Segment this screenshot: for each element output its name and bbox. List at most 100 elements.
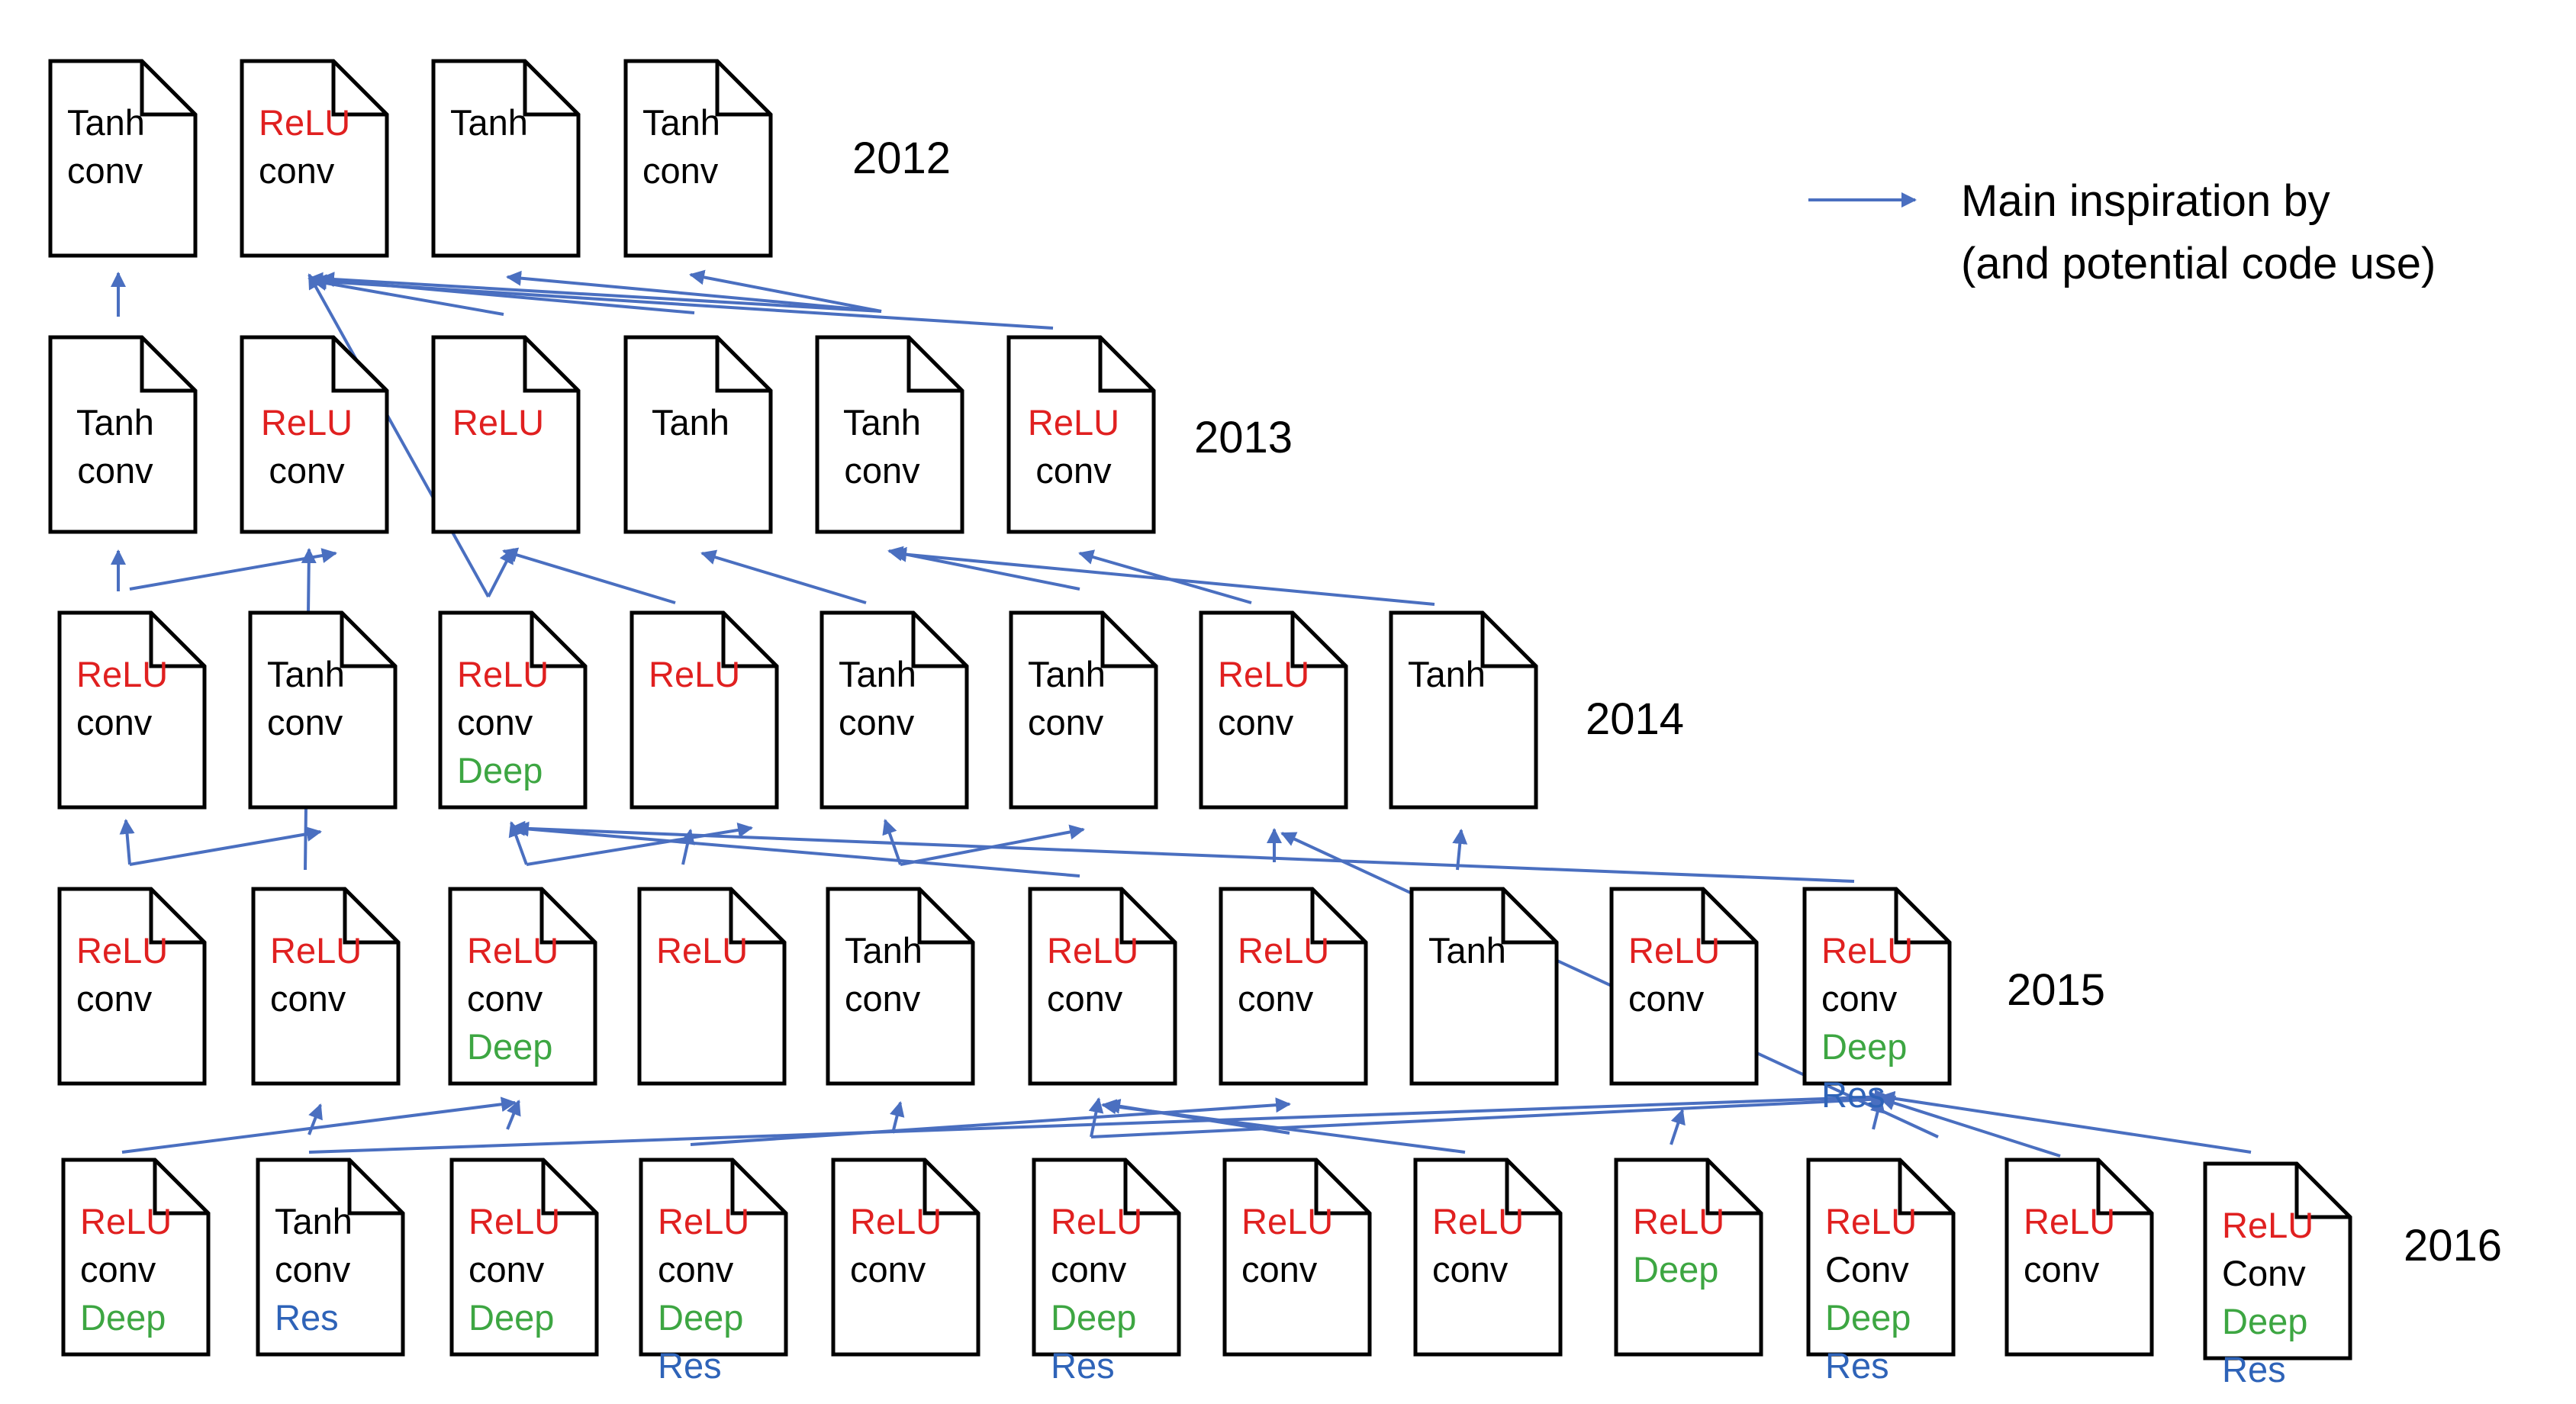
document-icon <box>815 335 964 534</box>
paper-label-deep: Deep <box>1051 1297 1136 1338</box>
paper-2016-7: ReLU conv <box>1222 1158 1372 1357</box>
document-fold-icon <box>331 61 387 117</box>
paper-2013-4: Tanh <box>623 335 773 534</box>
inspiration-arrow <box>129 826 322 866</box>
document-icon <box>1009 610 1158 810</box>
inspiration-arrow <box>319 272 882 313</box>
paper-label-relu: ReLU <box>1047 930 1138 971</box>
document-icon <box>1006 335 1156 534</box>
document-fold-icon <box>1290 613 1346 668</box>
paper-label-deep: Deep <box>1633 1249 1718 1290</box>
document-fold-icon <box>523 61 578 117</box>
document-icon <box>1609 887 1759 1086</box>
paper-2016-9: ReLU Deep <box>1614 1158 1763 1357</box>
paper-label-conv: conv <box>642 150 719 191</box>
document-icon <box>630 610 779 810</box>
inspiration-arrow <box>889 1101 905 1134</box>
paper-label-conv: conv <box>1035 450 1112 491</box>
document-icon <box>1219 887 1368 1086</box>
inspiration-arrow <box>689 269 882 313</box>
paper-label-conv: conv <box>845 978 921 1019</box>
paper-label-res: Res <box>658 1345 722 1386</box>
paper-label-conv: conv <box>275 1249 351 1290</box>
paper-label-tanh: Tanh <box>67 102 145 143</box>
inspiration-arrow <box>1088 1097 1104 1138</box>
paper-2016-8: ReLU conv <box>1413 1158 1563 1357</box>
document-fold-icon <box>1119 889 1175 945</box>
document-icon <box>448 887 597 1086</box>
paper-label-conv: conv <box>1821 978 1898 1019</box>
paper-2014-8: Tanh <box>1389 610 1538 810</box>
paper-2012-3: Tanh <box>431 59 581 258</box>
paper-2016-12: ReLU Conv Deep Res <box>2203 1161 2352 1390</box>
year-label-2014: 2014 <box>1586 694 1684 744</box>
document-fold-icon <box>715 61 771 117</box>
document-fold-icon <box>1898 1160 1953 1216</box>
paper-label-tanh: Tanh <box>839 654 916 694</box>
document-icon <box>1806 1158 1956 1357</box>
paper-label-tanh: Tanh <box>642 102 720 143</box>
paper-2014-5: Tanh conv <box>819 610 969 810</box>
paper-label-relu: ReLU <box>1051 1201 1142 1241</box>
inspiration-arrow <box>119 819 135 865</box>
document-fold-icon <box>911 613 967 668</box>
inspiration-arrow <box>308 1089 1890 1154</box>
paper-2015-8: Tanh <box>1409 887 1559 1086</box>
paper-label-relu: ReLU <box>259 102 350 143</box>
document-icon <box>1028 887 1177 1086</box>
document-fold-icon <box>343 889 398 945</box>
document-fold-icon <box>523 337 578 393</box>
paper-label-tanh: Tanh <box>275 1201 353 1241</box>
paper-label-deep: Deep <box>658 1297 743 1338</box>
paper-label-relu: ReLU <box>1238 930 1329 971</box>
paper-2012-1: Tanh conv <box>48 59 198 258</box>
document-fold-icon <box>1100 613 1156 668</box>
paper-label-relu: ReLU <box>80 1201 172 1241</box>
paper-label-conv: conv <box>1241 1249 1318 1290</box>
paper-label-deep: Deep <box>457 750 543 791</box>
paper-label-res: Res <box>275 1297 339 1338</box>
document-icon <box>57 887 207 1086</box>
paper-2016-1: ReLU conv Deep <box>61 1158 211 1357</box>
document-icon <box>48 59 198 258</box>
paper-label-deep: Deep <box>2222 1301 2307 1341</box>
paper-2015-2: ReLU conv <box>251 887 401 1086</box>
paper-label-conv: conv <box>1051 1249 1127 1290</box>
paper-label-relu: ReLU <box>1241 1201 1333 1241</box>
paper-2015-4: ReLU <box>637 887 787 1086</box>
inspiration-arrow <box>311 274 1054 330</box>
paper-label-relu: ReLU <box>76 930 168 971</box>
document-fold-icon <box>149 889 204 945</box>
document-icon <box>826 887 975 1086</box>
paper-label-conv: conv <box>469 1249 545 1290</box>
document-icon <box>819 610 969 810</box>
inspiration-arrow <box>690 1097 1291 1146</box>
document-fold-icon <box>1310 889 1366 945</box>
paper-label-res: Res <box>1051 1345 1115 1386</box>
document-icon <box>1222 1158 1372 1357</box>
paper-label-relu: ReLU <box>270 930 362 971</box>
paper-label-relu: ReLU <box>2222 1205 2314 1245</box>
paper-label-conv: conv <box>67 150 143 191</box>
document-icon <box>449 1158 599 1357</box>
paper-2015-7: ReLU conv <box>1219 887 1368 1086</box>
document-icon <box>57 610 207 810</box>
paper-2014-7: ReLU conv <box>1199 610 1348 810</box>
paper-2015-5: Tanh conv <box>826 887 975 1086</box>
paper-label-relu: ReLU <box>1628 930 1720 971</box>
inspiration-arrow <box>1452 829 1468 871</box>
document-icon <box>1802 887 1952 1086</box>
document-icon <box>438 610 588 810</box>
document-icon <box>831 1158 980 1357</box>
paper-label-conv: conv <box>267 702 343 742</box>
paper-label-conv: conv <box>467 978 543 1019</box>
document-fold-icon <box>1894 889 1950 945</box>
paper-label-conv: Conv <box>2222 1253 2306 1293</box>
document-fold-icon <box>721 613 777 668</box>
paper-label-res: Res <box>1825 1345 1889 1386</box>
paper-2013-2: ReLU conv <box>240 335 389 534</box>
paper-label-conv: conv <box>270 978 346 1019</box>
inspiration-arrow <box>1670 1109 1686 1145</box>
document-icon <box>1409 887 1559 1086</box>
